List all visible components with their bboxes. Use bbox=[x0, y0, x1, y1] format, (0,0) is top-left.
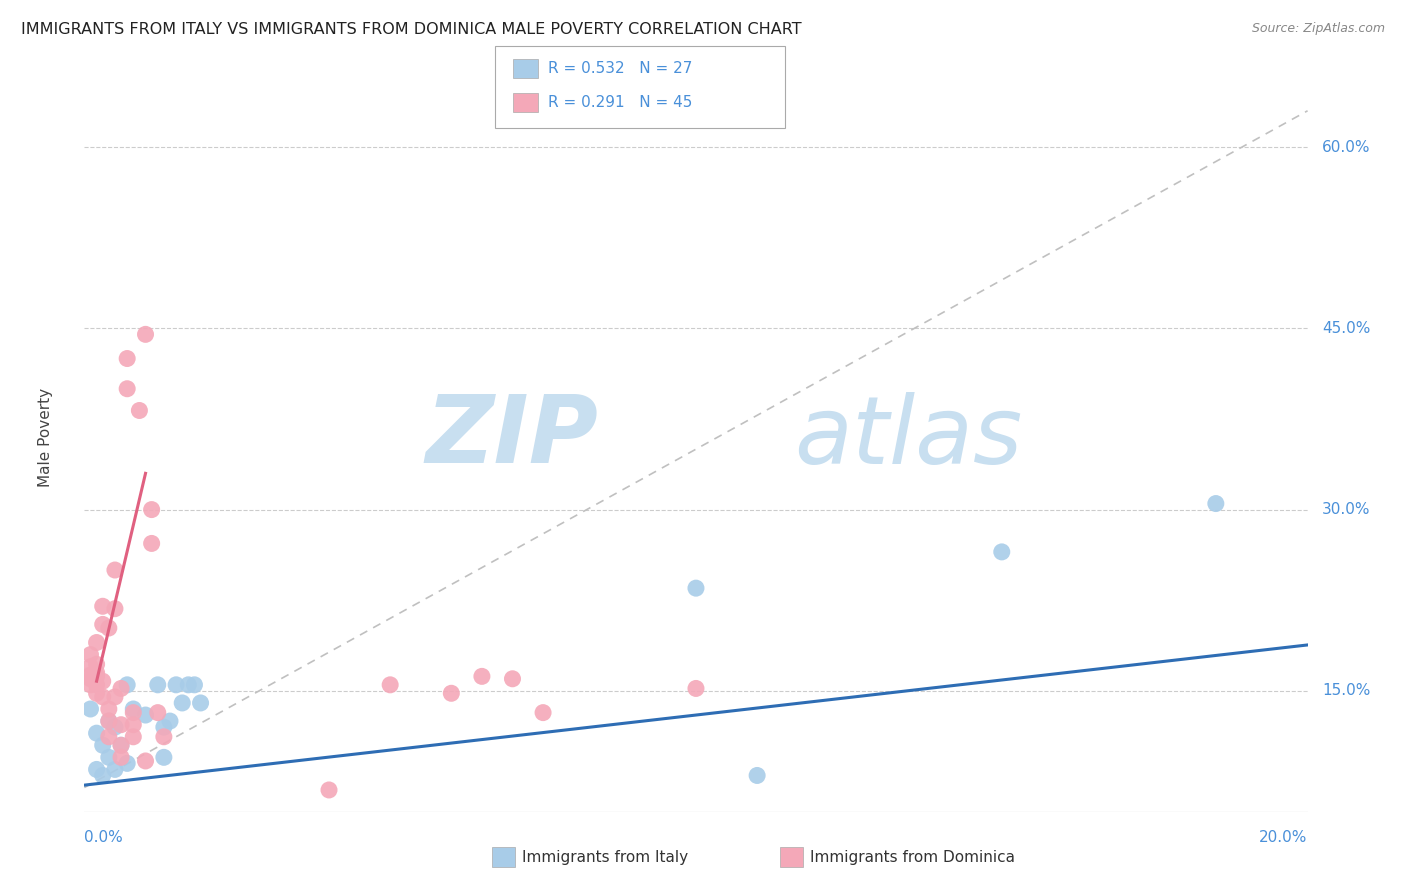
Point bbox=[135, 327, 157, 342]
Point bbox=[91, 674, 114, 689]
Text: atlas: atlas bbox=[794, 392, 1022, 483]
Text: Immigrants from Dominica: Immigrants from Dominica bbox=[810, 850, 1015, 864]
Point bbox=[115, 678, 138, 692]
Point bbox=[122, 702, 145, 716]
Point bbox=[183, 678, 205, 692]
Text: 30.0%: 30.0% bbox=[1322, 502, 1371, 517]
Point bbox=[115, 351, 138, 366]
Text: 60.0%: 60.0% bbox=[1322, 139, 1371, 154]
Point bbox=[440, 686, 463, 700]
Point bbox=[79, 702, 101, 716]
Point bbox=[128, 403, 150, 417]
Point bbox=[97, 750, 120, 764]
Point bbox=[122, 730, 145, 744]
Point bbox=[141, 536, 163, 550]
Point bbox=[79, 648, 101, 662]
Point bbox=[122, 717, 145, 731]
Point bbox=[471, 669, 494, 683]
Text: R = 0.532   N = 27: R = 0.532 N = 27 bbox=[548, 62, 693, 76]
Point bbox=[153, 720, 176, 734]
Point bbox=[79, 678, 101, 692]
Point bbox=[122, 706, 145, 720]
Point bbox=[177, 678, 200, 692]
Point bbox=[86, 669, 108, 683]
Point bbox=[531, 706, 554, 720]
Point bbox=[86, 678, 108, 692]
Point bbox=[79, 659, 101, 673]
Point bbox=[91, 599, 114, 614]
Point bbox=[165, 678, 187, 692]
Point bbox=[135, 754, 157, 768]
Point bbox=[91, 690, 114, 704]
Point bbox=[97, 730, 120, 744]
Point bbox=[97, 714, 120, 728]
Point bbox=[135, 708, 157, 723]
Point bbox=[79, 668, 101, 682]
Point bbox=[97, 714, 120, 728]
Point bbox=[104, 690, 127, 704]
Point bbox=[318, 783, 340, 797]
Text: 15.0%: 15.0% bbox=[1322, 683, 1371, 698]
Text: 45.0%: 45.0% bbox=[1322, 321, 1371, 335]
Point bbox=[110, 738, 132, 752]
Point bbox=[91, 768, 114, 782]
Point bbox=[153, 730, 176, 744]
Point bbox=[115, 382, 138, 396]
Point bbox=[146, 678, 169, 692]
Point bbox=[104, 763, 127, 777]
Point bbox=[86, 686, 108, 700]
Point bbox=[747, 768, 769, 782]
Point bbox=[104, 563, 127, 577]
Point bbox=[172, 696, 194, 710]
Text: 0.0%: 0.0% bbox=[84, 830, 124, 846]
Text: 20.0%: 20.0% bbox=[1260, 830, 1308, 846]
Point bbox=[190, 696, 212, 710]
Point bbox=[1205, 497, 1227, 511]
Point bbox=[110, 738, 132, 752]
Point bbox=[86, 726, 108, 740]
Point bbox=[159, 714, 181, 728]
Point bbox=[115, 756, 138, 771]
Point bbox=[991, 545, 1014, 559]
Point bbox=[97, 621, 120, 635]
Point bbox=[86, 763, 108, 777]
Point bbox=[685, 681, 707, 696]
Point bbox=[141, 502, 163, 516]
Point bbox=[86, 635, 108, 649]
Point bbox=[91, 738, 114, 752]
Text: R = 0.291   N = 45: R = 0.291 N = 45 bbox=[548, 95, 693, 110]
Point bbox=[110, 750, 132, 764]
Point bbox=[153, 750, 176, 764]
Point bbox=[110, 717, 132, 731]
Text: Source: ZipAtlas.com: Source: ZipAtlas.com bbox=[1251, 22, 1385, 36]
Point bbox=[79, 672, 101, 686]
Text: Male Poverty: Male Poverty bbox=[38, 387, 52, 487]
Text: IMMIGRANTS FROM ITALY VS IMMIGRANTS FROM DOMINICA MALE POVERTY CORRELATION CHART: IMMIGRANTS FROM ITALY VS IMMIGRANTS FROM… bbox=[21, 22, 801, 37]
Point bbox=[110, 681, 132, 696]
Text: Immigrants from Italy: Immigrants from Italy bbox=[522, 850, 688, 864]
Point bbox=[97, 702, 120, 716]
Point bbox=[380, 678, 402, 692]
Point bbox=[86, 657, 108, 672]
Point bbox=[685, 581, 707, 595]
Point bbox=[104, 601, 127, 615]
Point bbox=[146, 706, 169, 720]
Point bbox=[91, 617, 114, 632]
Point bbox=[502, 672, 524, 686]
Point bbox=[104, 720, 127, 734]
Text: ZIP: ZIP bbox=[425, 391, 598, 483]
Point bbox=[86, 665, 108, 680]
